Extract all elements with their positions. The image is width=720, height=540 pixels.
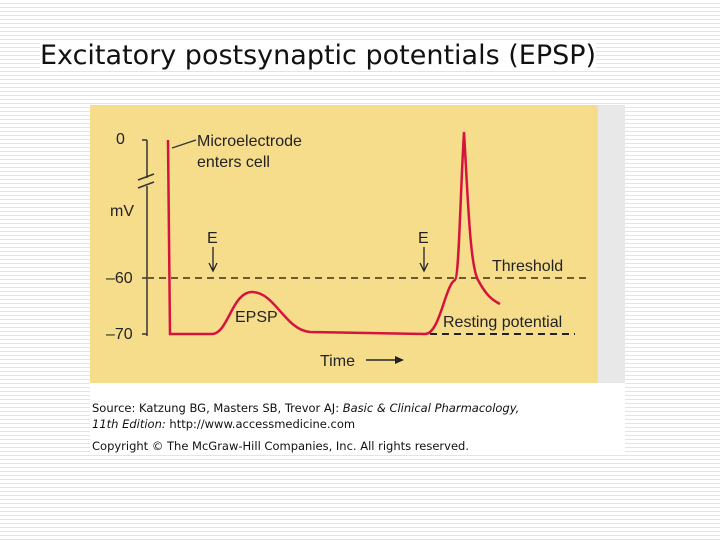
potential-trace [166, 131, 501, 336]
annotation: E [207, 230, 218, 247]
axis-label: –60 [106, 270, 133, 287]
axis-label: mV [110, 203, 134, 220]
annotation: Resting potential [443, 314, 562, 331]
caption-text: Source: Katzung BG, Masters SB, Trevor A… [92, 401, 343, 415]
caption-line: 11th Edition: http://www.accessmedicine.… [92, 417, 355, 431]
annotation: enters cell [197, 154, 270, 171]
arrow-head [419, 262, 429, 273]
axis-label: –70 [106, 326, 133, 343]
caption-line: Source: Katzung BG, Masters SB, Trevor A… [92, 401, 519, 415]
plot-margin [598, 105, 625, 383]
axis-label: 0 [116, 131, 125, 148]
caption-text: Copyright © The McGraw-Hill Companies, I… [92, 439, 469, 453]
caption-text: Basic & Clinical Pharmacology, [343, 401, 520, 415]
caption-text: http://www.accessmedicine.com [166, 417, 355, 431]
annotation: EPSP [235, 309, 278, 326]
leader-line [171, 139, 197, 149]
slide-title: Excitatory postsynaptic potentials (EPSP… [40, 40, 597, 71]
plot-background [90, 105, 598, 383]
annotation: Threshold [492, 258, 563, 275]
arrow-head [208, 262, 218, 273]
annotation: Microelectrode [197, 133, 302, 150]
annotation: E [418, 230, 429, 247]
annotation: Time [320, 353, 355, 370]
axis-break [137, 173, 155, 181]
axis-break [137, 181, 155, 189]
arrow-head [395, 356, 404, 364]
caption-text: 11th Edition: [92, 417, 166, 431]
